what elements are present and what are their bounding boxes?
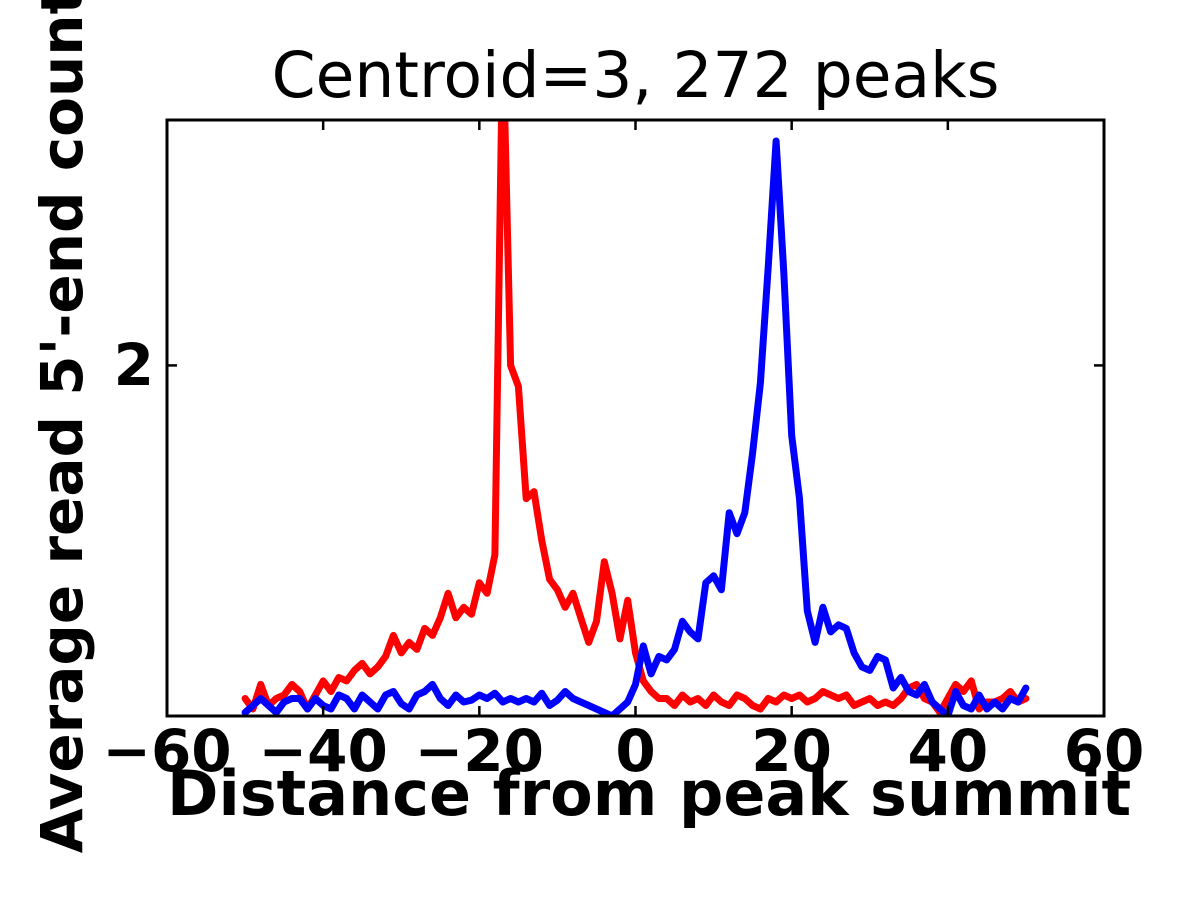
red-series-line bbox=[241, 120, 1030, 716]
x-tick-label-40: 40 bbox=[907, 717, 989, 785]
x-tick-label--40: −40 bbox=[258, 717, 388, 785]
x-tick-label-20: 20 bbox=[751, 717, 833, 785]
x-axis-label: Distance from peak summit bbox=[167, 757, 1132, 830]
x-tick-label-0: 0 bbox=[615, 717, 656, 785]
x-tick-label--60: −60 bbox=[102, 717, 232, 785]
y-tick-label-2: 2 bbox=[113, 331, 154, 400]
axes-frame bbox=[165, 118, 1106, 718]
blue-series-line bbox=[241, 137, 1030, 716]
x-tick-label--20: −20 bbox=[414, 717, 544, 785]
x-tick-label-60: 60 bbox=[1063, 717, 1145, 785]
chart-title: Centroid=3, 272 peaks bbox=[271, 39, 1000, 112]
